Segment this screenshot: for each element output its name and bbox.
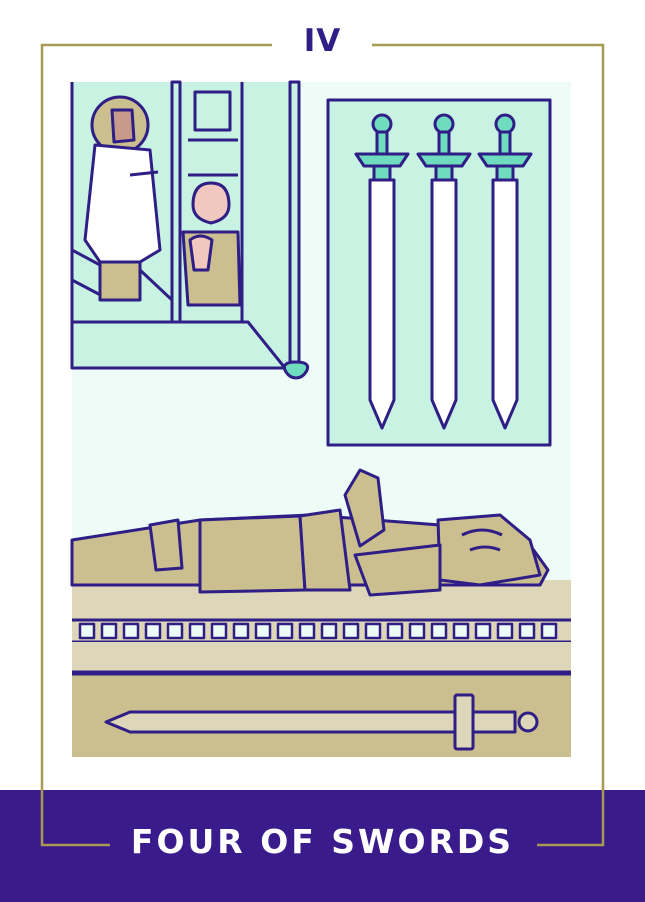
resting-knight-icon bbox=[70, 468, 550, 597]
sword-panel bbox=[326, 98, 552, 447]
sword-icon bbox=[477, 113, 533, 430]
card-numeral: IV bbox=[303, 23, 342, 59]
sword-icon bbox=[416, 113, 472, 430]
sword-icon bbox=[354, 113, 410, 430]
stained-glass-window-icon bbox=[70, 80, 310, 380]
sword-icon bbox=[104, 693, 539, 751]
card-title: FOUR OF SWORDS bbox=[130, 822, 515, 861]
